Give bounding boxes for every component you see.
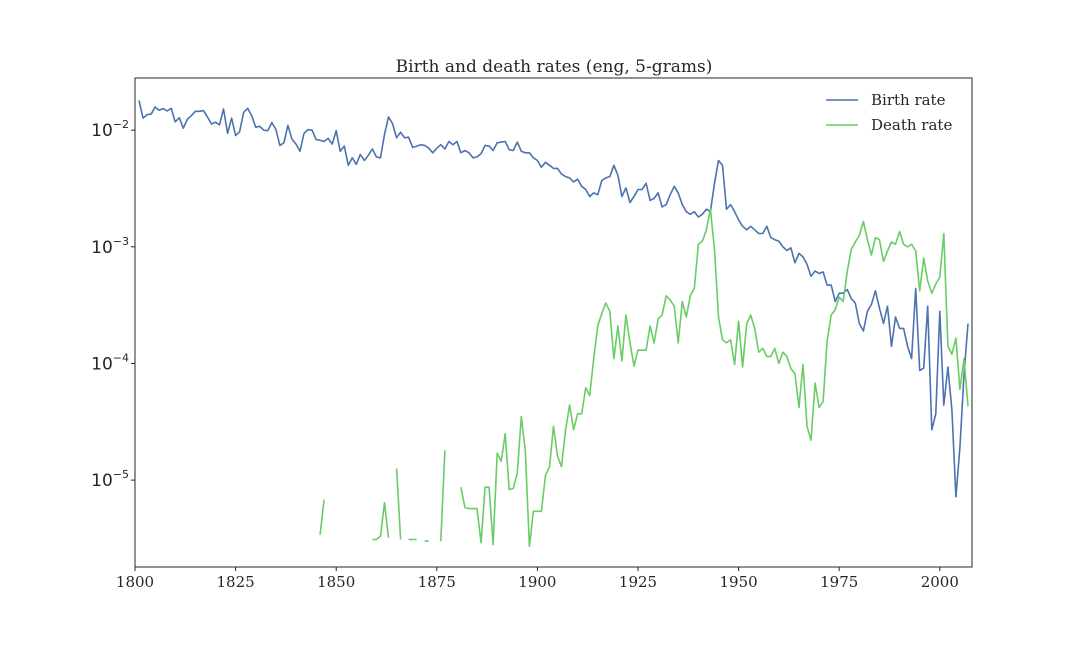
chart-title: Birth and death rates (eng, 5-grams) — [396, 57, 713, 77]
x-tick-label: 2000 — [921, 573, 959, 591]
y-tick-label: 10−4 — [91, 351, 129, 374]
x-tick-label: 1900 — [518, 573, 556, 591]
death-rate-line-segment — [372, 501, 390, 541]
plot-area — [138, 100, 969, 548]
x-tick-label: 1850 — [317, 573, 355, 591]
y-tick-label: 10−3 — [91, 235, 129, 258]
plot-frame — [134, 77, 973, 568]
death-rate-line-segment — [460, 208, 969, 548]
x-tick-label: 1975 — [820, 573, 858, 591]
x-tick-label: 1875 — [418, 573, 456, 591]
death-rate-line-segment — [319, 499, 325, 535]
y-axis: 10−2 10−3 10−4 10−5 — [91, 118, 135, 491]
x-tick-label: 1825 — [217, 573, 255, 591]
birth-rate-line-segment — [138, 100, 969, 498]
x-tick-label: 1950 — [720, 573, 758, 591]
y-tick-label: 10−2 — [91, 118, 129, 141]
x-axis: 1800 1825 1850 1875 1900 1925 1950 1975 2000 — [116, 567, 959, 591]
death-rate-line-segment — [395, 468, 402, 540]
y-tick-label: 10−5 — [91, 468, 129, 491]
x-tick-label: 1800 — [116, 573, 154, 591]
legend-label-birth-rate: Birth rate — [871, 91, 946, 109]
death-rate-line-segment — [440, 450, 446, 542]
legend-label-death-rate: Death rate — [871, 116, 952, 134]
legend: Birth rate Death rate — [826, 91, 952, 134]
x-tick-label: 1925 — [619, 573, 657, 591]
